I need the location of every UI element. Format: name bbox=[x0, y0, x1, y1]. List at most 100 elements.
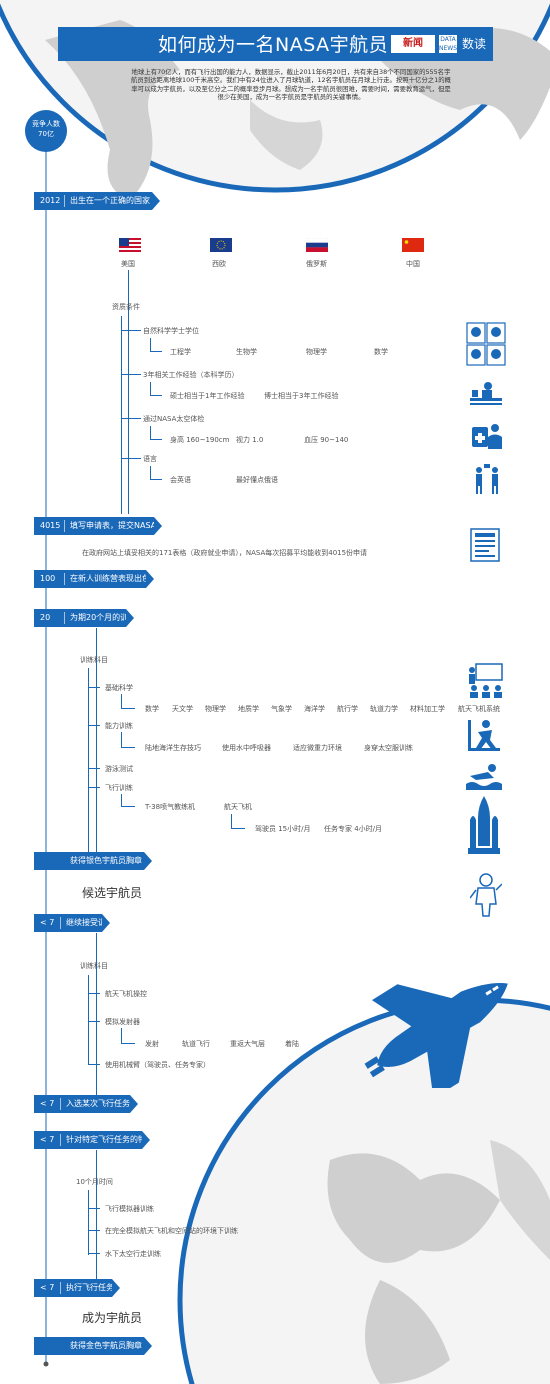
special-item: 水下太空行走训练 bbox=[105, 1250, 161, 1258]
flight-hours: 任务专家 4小时/月 bbox=[324, 825, 383, 833]
tree-line bbox=[121, 316, 122, 514]
training-ability: 能力训练 bbox=[105, 722, 133, 730]
stage-label: 在新人训练营表现出色 bbox=[70, 574, 150, 583]
country-eu: 西欧 bbox=[212, 260, 226, 268]
stage-num: < 7 bbox=[40, 1099, 55, 1108]
basic-item: 气象学 bbox=[271, 705, 292, 713]
data-read-label: 数读 bbox=[462, 37, 487, 51]
arrow-tip bbox=[144, 1337, 152, 1355]
req-sci-item: 生物学 bbox=[236, 348, 257, 356]
special-item: 在完全模拟航天飞机和空间站的环境下训练 bbox=[105, 1227, 238, 1235]
tree-line bbox=[88, 975, 89, 1065]
application-form-icon bbox=[470, 528, 500, 562]
req-phys-item: 视力 1.0 bbox=[236, 436, 264, 444]
sim-item: 重返大气层 bbox=[230, 1040, 265, 1048]
sim-item: 发射 bbox=[145, 1040, 159, 1048]
astronaut-icon bbox=[470, 873, 502, 917]
stage-bar-5: 获得银色宇航员胸章 bbox=[34, 852, 152, 870]
sim-item: 轨道飞行 bbox=[182, 1040, 210, 1048]
req-phys-item: 身高 160~190cm bbox=[170, 436, 230, 444]
swimmer-icon bbox=[466, 764, 502, 790]
runner-training-icon bbox=[468, 720, 500, 751]
flight-hours: 驾驶员 15小时/月 bbox=[255, 825, 311, 833]
training2-item: 航天飞机操控 bbox=[105, 990, 147, 998]
special-title: 10个月时间 bbox=[76, 1178, 113, 1186]
tree-line bbox=[128, 270, 129, 514]
requirements-title: 资质条件 bbox=[112, 303, 140, 311]
arrow-tip bbox=[152, 192, 160, 210]
become-astronaut: 成为宇航员 bbox=[82, 1311, 143, 1325]
space-shuttle-icon bbox=[364, 983, 508, 1088]
divider bbox=[60, 1098, 61, 1110]
ability-item: 适应微重力环境 bbox=[293, 744, 342, 752]
req-science: 自然科学学士学位 bbox=[143, 327, 199, 335]
divider bbox=[64, 612, 65, 624]
stage-num: 2012 bbox=[40, 196, 61, 205]
arrow-tip bbox=[102, 914, 110, 932]
basic-item: 数学 bbox=[145, 705, 159, 713]
us-flag-icon bbox=[119, 238, 141, 252]
flight-item: T-38喷气教练机 bbox=[145, 803, 196, 811]
tree-line bbox=[96, 1150, 97, 1280]
arrow-tip bbox=[130, 1095, 138, 1113]
application-note: 在政府网站上填妥相关的171表格（政府就业申请），NASA每次招募平均能收到40… bbox=[82, 549, 368, 557]
tree-line bbox=[88, 1190, 89, 1255]
stage-label: 获得银色宇航员胸章 bbox=[70, 856, 142, 865]
basic-item: 物理学 bbox=[205, 705, 226, 713]
req-sci-item: 数学 bbox=[374, 348, 388, 356]
training-swim: 游泳测试 bbox=[105, 765, 133, 773]
candidate-astronaut: 候选宇航员 bbox=[82, 886, 143, 900]
basic-item: 航行学 bbox=[337, 705, 358, 713]
country-us: 美国 bbox=[121, 260, 135, 268]
basic-item: 天文学 bbox=[172, 705, 193, 713]
stage-label: 执行飞行任务 bbox=[66, 1283, 114, 1292]
req-phys-item: 血压 90~140 bbox=[304, 436, 349, 444]
divider bbox=[60, 917, 61, 929]
special-item: 飞行模拟器训练 bbox=[105, 1205, 154, 1213]
stage-label: 填写申请表，提交NASA bbox=[70, 521, 157, 530]
russia-flag-icon bbox=[306, 238, 328, 252]
medical-exam-icon bbox=[472, 424, 502, 449]
arrow-tip bbox=[146, 570, 154, 588]
china-flag-icon bbox=[402, 238, 424, 252]
req-language: 语言 bbox=[143, 455, 157, 463]
tree-line bbox=[88, 668, 89, 852]
worker-desk-icon bbox=[470, 382, 502, 405]
req-physical: 通过NASA太空体检 bbox=[143, 415, 205, 423]
stage-label: 出生在一个正确的国家 bbox=[70, 196, 150, 205]
divider bbox=[60, 1282, 61, 1294]
stage-num: 100 bbox=[40, 574, 56, 583]
stage-num: < 7 bbox=[40, 1283, 55, 1292]
stage-label: 入选某次飞行任务 bbox=[66, 1099, 130, 1108]
tree-line bbox=[96, 933, 97, 1095]
basic-item: 海洋学 bbox=[304, 705, 325, 713]
arrow-tip bbox=[144, 852, 152, 870]
training-flight: 飞行训练 bbox=[105, 784, 133, 792]
divider bbox=[64, 520, 65, 532]
basic-item: 轨道力学 bbox=[370, 705, 398, 713]
divider bbox=[60, 1134, 61, 1146]
req-lang-item: 会英语 bbox=[170, 476, 191, 484]
stage-bar-3: 100 在新人训练营表现出色 bbox=[34, 570, 154, 588]
ability-item: 陆地海洋生存技巧 bbox=[145, 744, 201, 752]
shuttle-system-label: 航天飞机系统 bbox=[458, 705, 500, 713]
header-banner: 如何成为一名NASA宇航员 新闻 DATA NEWS 数读 bbox=[58, 27, 493, 61]
stage-num: 4015 bbox=[40, 521, 61, 530]
basic-item: 地质学 bbox=[238, 705, 259, 713]
stage-bar-4: 20 为期20个月的训练 bbox=[34, 609, 136, 627]
page-title: 如何成为一名NASA宇航员 bbox=[158, 34, 389, 56]
req-sci-item: 工程学 bbox=[170, 348, 191, 356]
country-ru: 俄罗斯 bbox=[306, 260, 327, 268]
stage-label: 为期20个月的训练 bbox=[70, 613, 137, 622]
training-basic: 基础科学 bbox=[105, 684, 133, 692]
data-news-logo: DATA NEWS bbox=[439, 35, 458, 53]
req-experience: 3年相关工作经验（本科学历） bbox=[143, 371, 239, 379]
arrow-tip bbox=[126, 609, 134, 627]
divider bbox=[64, 195, 65, 207]
stage-bar-2: 4015 填写申请表，提交NASA bbox=[34, 517, 162, 535]
stage-num: < 7 bbox=[40, 918, 55, 927]
arrow-tip bbox=[142, 1131, 150, 1149]
start-value: 70亿 bbox=[38, 130, 54, 138]
stage-label: 针对特定飞行任务的特殊训练 bbox=[66, 1135, 170, 1144]
training2-item: 模拟发射器 bbox=[105, 1018, 140, 1026]
